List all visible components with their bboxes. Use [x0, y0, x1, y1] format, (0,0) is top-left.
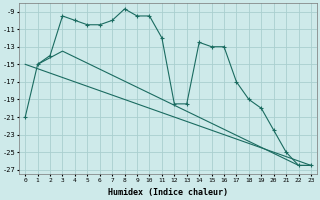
- X-axis label: Humidex (Indice chaleur): Humidex (Indice chaleur): [108, 188, 228, 197]
